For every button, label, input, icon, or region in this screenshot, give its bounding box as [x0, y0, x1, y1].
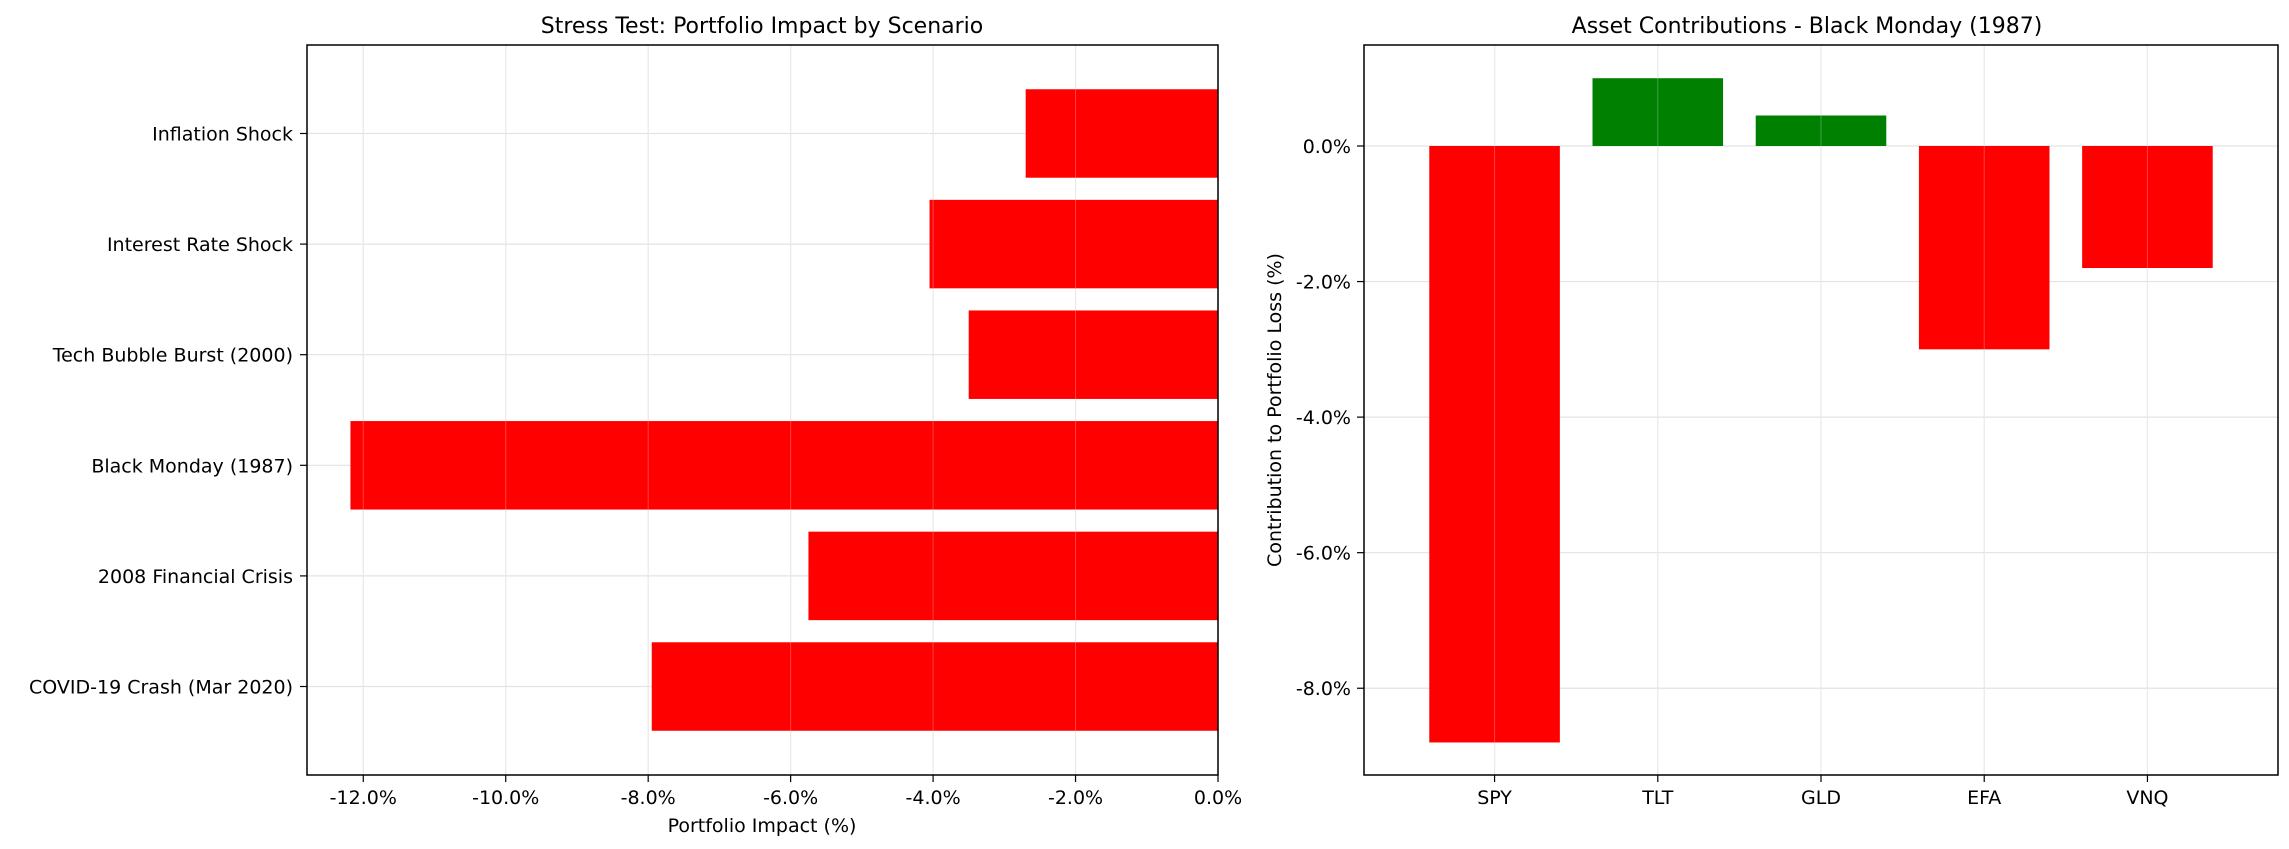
- scenario-chart-category-labels: COVID-19 Crash (Mar 2020) 2008 Financial …: [29, 123, 307, 699]
- category-label: Black Monday (1987): [91, 455, 293, 477]
- asset-bar: [2082, 145, 2213, 268]
- x-tick-label: 0.0%: [1194, 787, 1242, 809]
- category-label: COVID-19 Crash (Mar 2020): [29, 677, 293, 699]
- x-tick-label: -12.0%: [330, 787, 397, 809]
- scenario-chart-bars: [350, 45, 1219, 775]
- x-tick-label: -6.0%: [763, 787, 818, 809]
- x-tick-label: -2.0%: [1048, 787, 1103, 809]
- scenario-chart-frame: [306, 44, 1219, 776]
- category-label: VNQ: [2126, 787, 2168, 809]
- scenario-chart-x-tick-labels: -12.0% -10.0% -8.0% -6.0% -4.0% -2.0% 0.0%: [330, 775, 1242, 809]
- x-tick-label: -10.0%: [472, 787, 539, 809]
- y-tick-label: -2.0%: [1296, 272, 1351, 294]
- scenario-bar: [651, 642, 1218, 731]
- scenario-chart-x-axis-label: Portfolio Impact (%): [668, 815, 857, 837]
- scenario-impact-chart: Stress Test: Portfolio Impact by Scenari…: [29, 14, 1242, 837]
- scenario-bar: [1025, 89, 1218, 178]
- y-tick-label: -4.0%: [1296, 407, 1351, 429]
- scenario-chart-title: Stress Test: Portfolio Impact by Scenari…: [541, 14, 984, 39]
- category-label: GLD: [1801, 787, 1841, 809]
- asset-bar: [1755, 115, 1887, 146]
- category-label: SPY: [1477, 787, 1512, 809]
- asset-chart-y-tick-labels: 0.0% -2.0% -4.0% -6.0% -8.0%: [1296, 136, 1364, 700]
- scenario-bar: [350, 421, 1218, 510]
- asset-chart-title: Asset Contributions - Black Monday (1987…: [1572, 14, 2043, 39]
- scenario-bar: [968, 310, 1218, 399]
- asset-bar: [1429, 145, 1560, 743]
- category-label: Inflation Shock: [152, 123, 293, 145]
- asset-chart-frame: [1363, 44, 2279, 776]
- y-tick-label: -8.0%: [1296, 678, 1351, 700]
- y-tick-label: -6.0%: [1296, 543, 1351, 565]
- asset-chart-category-labels: SPY TLT GLD EFA VNQ: [1477, 775, 2169, 809]
- category-label: Tech Bubble Burst (2000): [52, 345, 293, 367]
- y-tick-label: 0.0%: [1303, 136, 1351, 158]
- scenario-bar: [808, 531, 1218, 621]
- category-label: TLT: [1641, 787, 1674, 809]
- asset-chart-y-axis-label: Contribution to Portfolio Loss (%): [1264, 253, 1286, 567]
- asset-bar: [1918, 145, 2050, 350]
- category-label: Interest Rate Shock: [107, 234, 293, 256]
- asset-contribution-chart: Asset Contributions - Black Monday (1987…: [1264, 14, 2279, 809]
- asset-bar: [1592, 78, 1724, 146]
- asset-chart-bars: [1429, 45, 2213, 775]
- x-tick-label: -4.0%: [906, 787, 961, 809]
- category-label: EFA: [1967, 787, 2001, 809]
- category-label: 2008 Financial Crisis: [98, 566, 293, 588]
- x-tick-label: -8.0%: [621, 787, 676, 809]
- scenario-bar: [929, 199, 1218, 289]
